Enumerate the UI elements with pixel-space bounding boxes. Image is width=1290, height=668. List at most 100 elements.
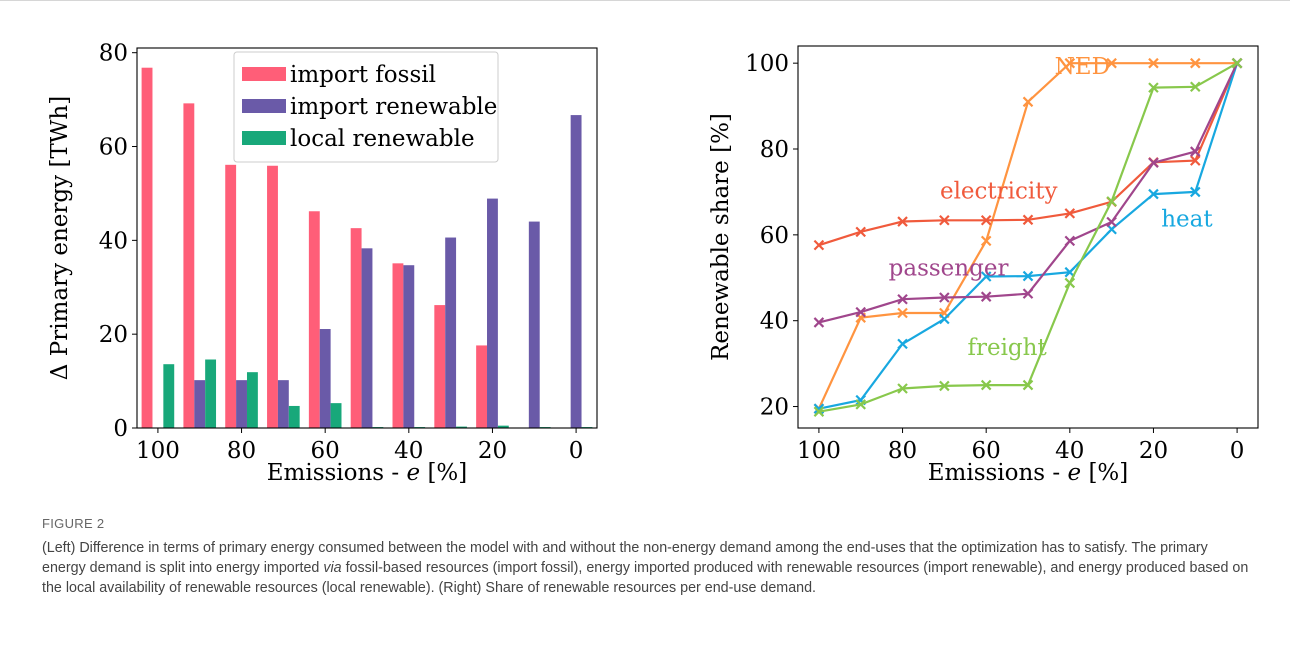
caption-text-2: fossil-based resources (import fossil), … [42,560,1249,596]
marker-passenger [855,306,867,318]
left-y-tick-label: 20 [99,322,128,348]
bar-local-renewable [246,372,258,428]
marker-electricity [1022,214,1034,226]
marker-electricity [855,226,867,238]
series-label-NED: NED [1055,54,1110,80]
right-y-tick-label: 80 [760,137,789,163]
right-x-tick-label: 80 [888,438,917,464]
marker-freight [1064,277,1076,289]
marker-NED [897,307,908,319]
bar-local-renewable [456,426,467,428]
left-x-axis-label: Emissions - e [%] [267,460,468,486]
marker-passenger [939,292,950,303]
right-x-tick-label: 100 [797,438,841,464]
marker-heat [1189,186,1201,198]
marker-NED [1148,57,1159,69]
marker-freight [1022,379,1034,391]
marker-NED [1189,57,1201,69]
left-x-tick-label: 60 [311,438,340,464]
legend-label-import-renewable: import renewable [290,94,497,120]
marker-electricity [1064,208,1076,219]
marker-NED [980,235,992,247]
marker-passenger [1022,288,1034,299]
bar-import-fossil [267,165,278,428]
right-x-tick-label: 20 [1139,438,1168,464]
marker-heat [980,271,992,282]
marker-freight [1231,57,1243,69]
left-bar-chart: 100 80 60 40 20 0 0 20 40 60 80 Emissions - e [%] Δ … [47,41,598,486]
left-y-axis-label: Δ Primary energy [TWh] [47,96,73,380]
bar-import-renewable [570,115,582,428]
bar-import-renewable [528,221,540,428]
marker-heat [939,313,950,325]
marker-freight [813,406,825,417]
right-x-axis-label: Emissions - e [%] [928,460,1129,486]
bar-import-fossil [225,164,237,428]
marker-passenger [1148,157,1159,169]
left-x-tick-label: 20 [478,438,507,464]
marker-passenger [980,291,992,302]
bar-import-fossil [392,263,404,428]
left-y-tick-label: 80 [99,41,128,67]
right-y-axis-label: Renewable share [%] [708,113,734,361]
right-frame [797,45,1259,429]
bar-local-renewable [205,359,217,428]
marker-passenger [1189,146,1201,157]
marker-NED [1064,57,1076,69]
left-y-tick-label: 60 [99,135,128,161]
legend-label-local-renewable: local renewable [290,126,475,152]
marker-passenger [1064,235,1076,247]
marker-freight [1189,81,1201,93]
bar-local-renewable [163,364,175,428]
right-x-tick-label: 0 [1230,438,1245,464]
bar-import-renewable [403,265,415,428]
series-label-freight: freight [967,335,1047,361]
bar-local-renewable [288,405,300,428]
marker-passenger [1106,216,1117,228]
bar-import-fossil [350,228,362,428]
caption-italic: via [323,560,342,576]
bar-import-fossil [183,103,195,428]
figure-caption: (Left) Difference in terms of primary en… [42,538,1252,598]
left-x-tick-label: 100 [136,438,180,464]
bar-import-renewable [194,380,206,428]
legend-swatch-import-renewable [242,99,286,113]
series-label-passenger: passenger [889,256,1009,282]
top-divider [0,0,1290,1]
right-x-tick-label: 40 [1055,438,1084,464]
marker-electricity [813,239,825,251]
right-line-chart: 100 80 60 40 20 0 20 40 60 80 100 Emissions - e [%]… [708,45,1259,486]
right-y-tick-label: 60 [760,223,789,249]
caption-text-1: (Left) Difference in terms of primary en… [42,540,1208,576]
right-x-tick-label: 60 [972,438,1001,464]
marker-NED [1022,96,1034,108]
bar-import-renewable [236,380,247,428]
marker-heat [1148,188,1159,200]
marker-freight [855,399,867,410]
legend-swatch-import-fossil [242,67,286,81]
figure-charts: 100 80 60 40 20 0 0 20 40 60 80 Emissions - e [%] Δ … [47,41,1259,486]
right-y-tick-label: 20 [760,395,789,421]
bar-import-renewable [319,329,331,428]
marker-electricity [980,214,992,226]
marker-passenger [897,293,908,305]
left-y-tick-label: 40 [99,228,128,254]
bar-import-fossil [434,305,446,428]
left-frame [136,47,598,429]
right-y-tick-label: 100 [745,51,789,77]
left-y-tick-label: 0 [113,416,128,442]
marker-passenger [813,317,825,328]
marker-electricity [1189,155,1201,166]
marker-freight [980,379,992,391]
legend-swatch-local-renewable [242,131,286,145]
series-label-electricity: electricity [940,178,1058,204]
left-x-tick-label: 0 [569,438,584,464]
bar-import-renewable [445,237,457,428]
left-legend-box [233,51,499,163]
bar-import-renewable [361,248,373,428]
marker-freight [897,383,908,394]
bar-import-fossil [308,211,320,428]
marker-heat [1022,270,1034,282]
bar-import-fossil [141,67,153,428]
marker-freight [1148,82,1159,93]
